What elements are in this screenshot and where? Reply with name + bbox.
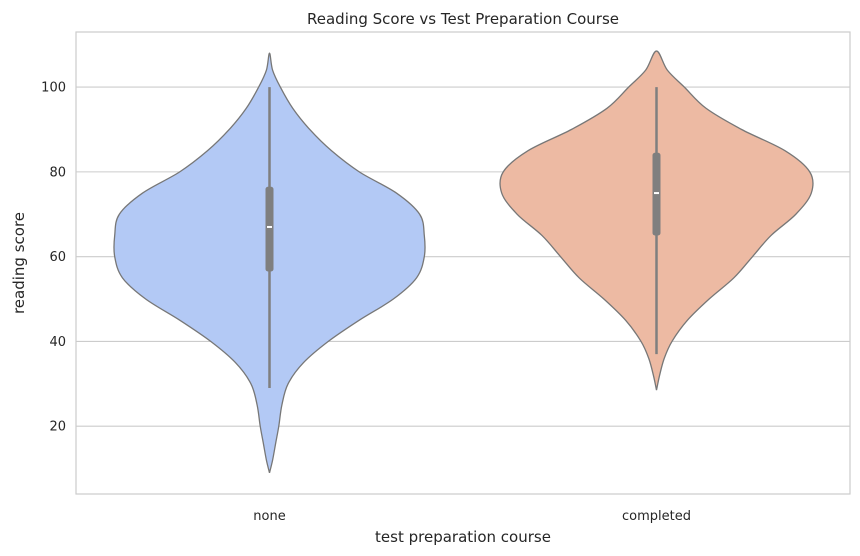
iqr-box-none bbox=[265, 186, 274, 272]
y-tick-label: 60 bbox=[49, 250, 66, 265]
y-tick-labels: 20 40 60 80 100 bbox=[41, 81, 66, 435]
x-tick-label-completed: completed bbox=[622, 509, 691, 524]
y-axis-label: reading score bbox=[10, 212, 28, 314]
violins bbox=[113, 50, 814, 473]
violin-none bbox=[113, 52, 426, 473]
x-tick-label-none: none bbox=[253, 509, 285, 524]
y-tick-label: 100 bbox=[41, 81, 66, 96]
y-tick-label: 20 bbox=[49, 420, 66, 435]
y-tick-label: 40 bbox=[49, 335, 66, 350]
plot-frame bbox=[75, 31, 851, 495]
x-tick-labels: none completed bbox=[253, 509, 691, 524]
iqr-box-completed bbox=[652, 152, 661, 236]
violin-completed bbox=[499, 50, 814, 391]
chart-title: Reading Score vs Test Preparation Course bbox=[307, 10, 619, 28]
y-tick-label: 80 bbox=[49, 165, 66, 180]
x-axis-label: test preparation course bbox=[375, 528, 551, 546]
